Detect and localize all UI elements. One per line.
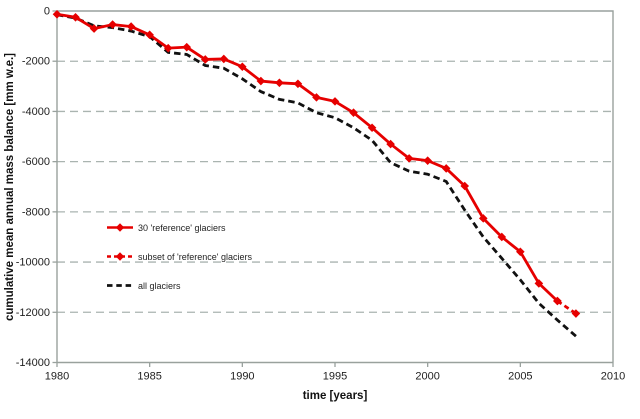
diamond-marker [404, 154, 414, 163]
diamond-marker [330, 97, 340, 106]
diamond-marker [386, 139, 395, 149]
y-tick-label: -8000 [22, 206, 50, 218]
diamond-marker [238, 62, 247, 72]
plot-border [57, 10, 614, 363]
x-tick-label: 2005 [508, 371, 532, 383]
y-tick-label: 0 [44, 6, 50, 18]
legend-label: all glaciers [138, 280, 181, 291]
diamond-marker [256, 76, 266, 86]
diamond-marker [182, 42, 192, 52]
y-axis-title: cumulative mean annual mass balance [mm … [4, 52, 16, 322]
diamond-marker [441, 164, 451, 173]
x-tick-label: 1995 [323, 371, 347, 383]
diamond-marker [312, 93, 321, 102]
series-reference-glaciers [56, 12, 559, 303]
x-tick-label: 1980 [45, 371, 69, 383]
legend-item-all-glaciers: all glaciers [107, 271, 252, 300]
diamond-marker [293, 79, 303, 89]
diamond-marker [460, 181, 470, 191]
legend-item-reference-glaciers: 30 'reference' glaciers [107, 213, 252, 242]
diamond-marker [534, 279, 544, 288]
series-all-glaciers [56, 13, 577, 338]
diamond-marker [497, 232, 507, 242]
diamond-marker [275, 78, 284, 88]
dashed-red-diamond-line-icon [107, 251, 133, 262]
solid-red-diamond-line-icon [107, 222, 133, 233]
y-tick-label: -2000 [22, 56, 50, 68]
x-tick-label: 2010 [601, 371, 625, 383]
legend-label: subset of 'reference' glaciers [138, 251, 252, 262]
dashed-black-line-icon [107, 280, 133, 291]
x-tick-label: 1985 [137, 371, 161, 383]
diamond-marker [423, 156, 432, 165]
y-tick-label: -14000 [16, 357, 50, 369]
diamond-marker [108, 20, 117, 29]
y-tick-label: -12000 [16, 307, 50, 319]
diamond-marker [52, 9, 62, 19]
diamond-marker [571, 309, 581, 318]
x-tick-label: 1990 [230, 371, 254, 383]
legend-item-subset-reference-glaciers: subset of 'reference' glaciers [107, 242, 252, 271]
diamond-marker [349, 108, 358, 117]
diamond-marker [200, 55, 210, 64]
diamond-marker [367, 123, 377, 133]
diamond-marker [89, 24, 99, 33]
diamond-marker [478, 214, 488, 223]
y-tick-label: -4000 [22, 106, 50, 118]
series-subset-reference-glaciers [556, 299, 577, 315]
diamond-marker [553, 296, 562, 306]
legend: 30 'reference' glaciers subset of 'refer… [107, 213, 252, 300]
diamond-marker [219, 54, 229, 64]
x-tick-label: 2000 [415, 371, 439, 383]
diamond-marker [145, 30, 154, 40]
y-tick-label: -10000 [16, 257, 50, 269]
diamond-marker [71, 12, 80, 22]
legend-label: 30 'reference' glaciers [138, 222, 226, 233]
diamond-marker [126, 22, 136, 31]
diamond-marker [163, 43, 173, 53]
x-axis-title: time [years] [302, 390, 368, 402]
diamond-marker [516, 247, 525, 257]
y-tick-label: -6000 [22, 156, 50, 168]
